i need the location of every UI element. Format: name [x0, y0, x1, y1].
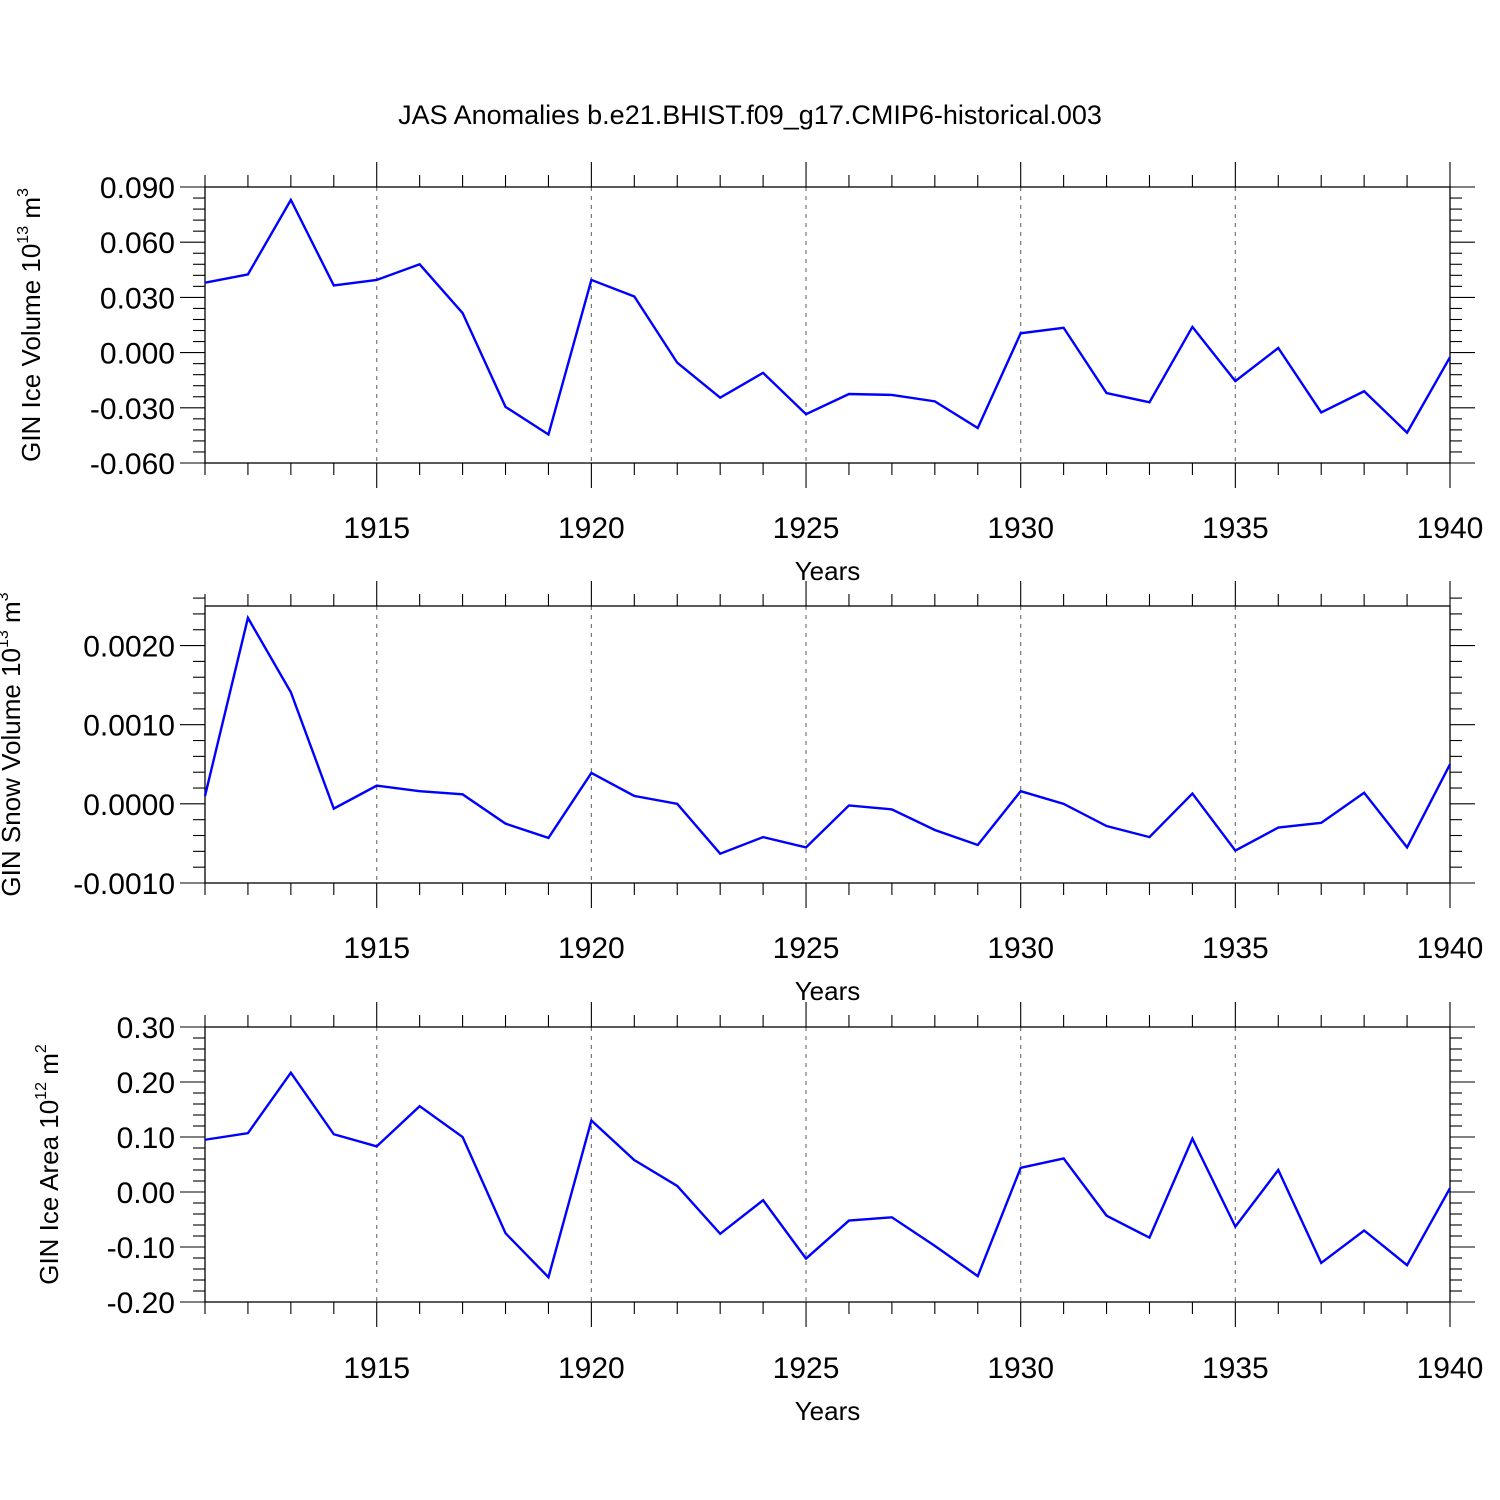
y-tick-label-0.030: 0.030: [100, 282, 175, 315]
x-tick-label-1920: 1920: [558, 512, 625, 545]
y-axis-label: GIN Ice Area 1012 m2: [33, 1044, 64, 1285]
panel-3: 1915 1920 1925 1930 1935 1940 -0.20 -0.10 0.00 0.…: [33, 1002, 1483, 1426]
y-axis-label: GIN Snow Volume 1013 m3: [0, 592, 26, 896]
panel-1: 1915 1920 1925 1930 1935 1940 -0.060 -0.030 0.00…: [15, 162, 1483, 586]
y-tick-label-0.0000: 0.0000: [83, 789, 175, 822]
y-tick-label--0.030: -0.030: [90, 393, 175, 426]
x-tick-label-1940: 1940: [1417, 512, 1484, 545]
x-tick-label-1925: 1925: [773, 932, 840, 965]
series-line-1: [203, 614, 1452, 856]
x-tick-label-1930: 1930: [987, 932, 1054, 965]
y-tick-label-0.060: 0.060: [100, 227, 175, 260]
y-tick-label--0.060: -0.060: [90, 448, 175, 481]
plot-frame: [204, 605, 1451, 884]
y-tick-label--0.20: -0.20: [107, 1287, 175, 1320]
x-tick-label-1940: 1940: [1417, 932, 1484, 965]
x-tick-label-1925: 1925: [773, 512, 840, 545]
y-axis-label: GIN Ice Volume 1013 m3: [15, 188, 46, 462]
y-tick-label-0.0010: 0.0010: [83, 710, 175, 743]
y-tick-label-0.0020: 0.0020: [83, 631, 175, 664]
x-tick-label-1935: 1935: [1202, 512, 1269, 545]
panels: 1915 1920 1925 1930 1935 1940 -0.060 -0.030 0.00…: [0, 162, 1483, 1426]
y-tick-label--0.0010: -0.0010: [73, 868, 175, 901]
x-tick-label-1920: 1920: [558, 1352, 625, 1385]
plot-frame: [204, 1026, 1451, 1303]
x-tick-label-1935: 1935: [1202, 932, 1269, 965]
x-axis-label: Years: [795, 1396, 861, 1426]
x-tick-label-1915: 1915: [343, 512, 410, 545]
x-axis-label: Years: [795, 556, 861, 586]
y-tick-label--0.10: -0.10: [107, 1232, 175, 1265]
y-tick-label-0.090: 0.090: [100, 172, 175, 205]
x-axis-label: Years: [795, 976, 861, 1006]
x-tick-label-1940: 1940: [1417, 1352, 1484, 1385]
x-tick-label-1930: 1930: [987, 1352, 1054, 1385]
x-tick-label-1915: 1915: [343, 932, 410, 965]
series-line-1: [204, 197, 1452, 437]
x-tick-label-1935: 1935: [1202, 1352, 1269, 1385]
panel-2: 1915 1920 1925 1930 1935 1940 -0.0010 0.0000 0.0…: [0, 581, 1483, 1006]
y-tick-label-0.20: 0.20: [117, 1067, 175, 1100]
x-tick-label-1930: 1930: [987, 512, 1054, 545]
x-tick-label-1915: 1915: [343, 1352, 410, 1385]
figure-title: JAS Anomalies b.e21.BHIST.f09_g17.CMIP6-…: [398, 100, 1102, 130]
plot-frame: [204, 186, 1451, 464]
x-tick-label-1920: 1920: [558, 932, 625, 965]
series-line-1: [204, 1070, 1452, 1280]
y-tick-label-0.000: 0.000: [100, 338, 175, 371]
y-tick-label-0.30: 0.30: [117, 1012, 175, 1045]
y-tick-label-0.10: 0.10: [117, 1122, 175, 1155]
x-tick-label-1925: 1925: [773, 1352, 840, 1385]
y-tick-label-0.00: 0.00: [117, 1177, 175, 1210]
